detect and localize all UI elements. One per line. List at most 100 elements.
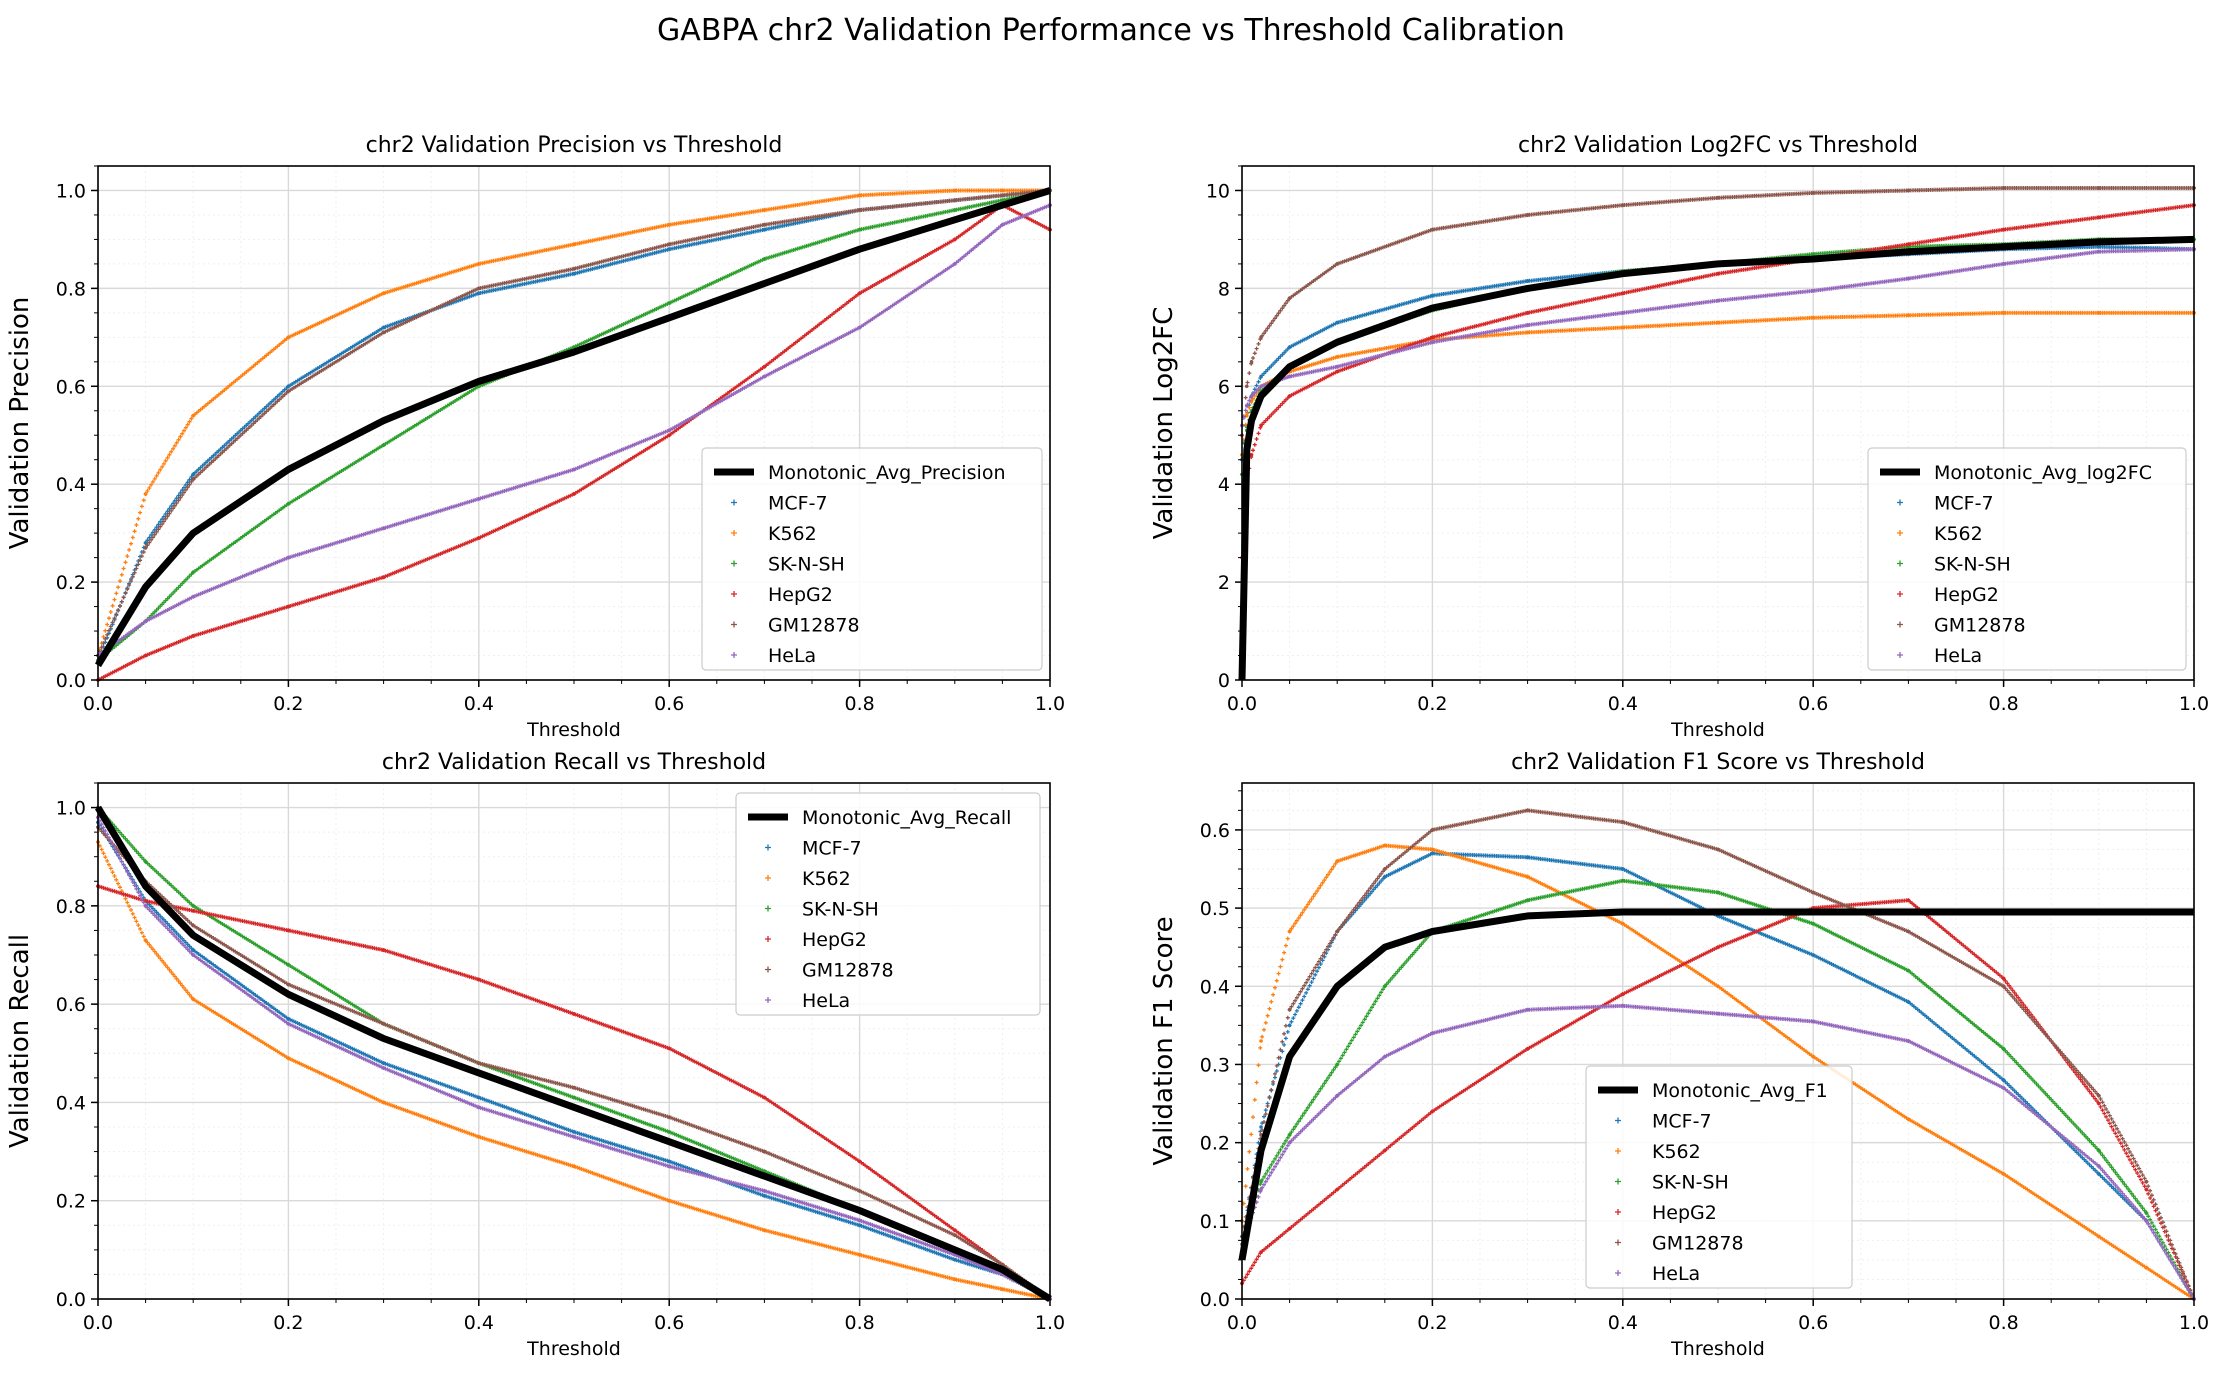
data-point-gm12878 bbox=[857, 1189, 862, 1193]
data-point-hepg2 bbox=[2001, 227, 2006, 232]
data-point-hepg2 bbox=[1249, 453, 1254, 457]
data-point-sk-n-sh bbox=[1716, 890, 1720, 895]
data-point-gm12878 bbox=[286, 389, 291, 393]
legend-label: Monotonic_Avg_log2FC bbox=[1934, 462, 2152, 484]
recall-y-tick-label: 0.2 bbox=[56, 1191, 86, 1213]
data-point-hela bbox=[1335, 364, 1339, 369]
data-point-gm12878 bbox=[1621, 203, 1625, 207]
legend-label: GM12878 bbox=[768, 615, 860, 637]
data-point-hela bbox=[1287, 374, 1292, 379]
data-point-sk-n-sh bbox=[286, 501, 291, 506]
data-point-gm12878 bbox=[1335, 262, 1339, 266]
legend-label: K562 bbox=[768, 523, 817, 545]
data-point-k562 bbox=[1716, 984, 1720, 989]
precision-y-tick-label: 0.2 bbox=[56, 572, 86, 594]
data-point-hela bbox=[1906, 1039, 1911, 1043]
data-point-hela bbox=[2144, 1219, 2149, 1223]
data-point-mcf-7 bbox=[1525, 855, 1530, 860]
data-point-gm12878 bbox=[1000, 193, 1005, 198]
data-point-gm12878 bbox=[2001, 984, 2006, 989]
data-point-k562 bbox=[762, 1228, 767, 1232]
data-point-k562 bbox=[1525, 330, 1530, 335]
f1-panel: 0.0 0.2 0.4 0.6 0.8 1.00.00.10.20.30.40.50.6 … bbox=[1149, 750, 2209, 1360]
precision-ticks: 0.0 0.2 0.4 0.6 0.8 1.0 0.0 0.2 0.4 0.6 0.8 1.0 bbox=[56, 165, 1065, 715]
data-point-hepg2 bbox=[2097, 1101, 2101, 1106]
log2fc-x-tick-label: 0.0 bbox=[1227, 693, 1257, 715]
data-point-mcf-7 bbox=[572, 1130, 576, 1134]
legend-swatch bbox=[765, 844, 771, 851]
data-point-gm12878 bbox=[1287, 1007, 1292, 1012]
data-point-k562 bbox=[2001, 311, 2006, 315]
data-point-gm12878 bbox=[1621, 820, 1625, 824]
legend-item-hela: HeLa bbox=[1897, 645, 1982, 667]
data-point-k562 bbox=[2097, 311, 2101, 315]
legend-label: HeLa bbox=[1934, 645, 1982, 667]
data-point-hepg2 bbox=[143, 653, 148, 658]
data-point-hepg2 bbox=[1716, 271, 1720, 276]
legend-item-sk-n-sh: SK-N-SH bbox=[1897, 554, 2011, 576]
legend-label: Monotonic_Avg_Recall bbox=[802, 807, 1011, 829]
data-point-hepg2 bbox=[857, 1159, 862, 1164]
data-point-gm12878 bbox=[1906, 929, 1911, 934]
legend-item-mcf-7: MCF-7 bbox=[1897, 493, 1994, 515]
legend-swatch bbox=[1615, 1117, 1621, 1124]
log2fc-y-tick-label: 8 bbox=[1218, 278, 1230, 300]
legend-item-monotonic-avg-precision: Monotonic_Avg_Precision bbox=[714, 462, 1006, 484]
data-point-mcf-7 bbox=[953, 1257, 957, 1262]
data-point-k562 bbox=[2097, 1234, 2101, 1239]
f1-x-tick-label: 0.2 bbox=[1417, 1312, 1447, 1334]
data-point-hela bbox=[1716, 1011, 1720, 1016]
data-point-hela bbox=[191, 594, 195, 599]
data-point-hepg2 bbox=[191, 634, 195, 638]
data-point-k562 bbox=[1906, 313, 1911, 318]
data-point-gm12878 bbox=[762, 222, 767, 227]
data-point-sk-n-sh bbox=[286, 963, 291, 967]
data-point-hela bbox=[1259, 1187, 1263, 1192]
data-point-hela bbox=[572, 467, 576, 472]
data-point-hela bbox=[1259, 384, 1263, 389]
data-point-hela bbox=[1525, 323, 1530, 327]
data-point-hela bbox=[1621, 311, 1625, 315]
data-point-k562 bbox=[2144, 1265, 2149, 1270]
data-point-hela bbox=[1335, 1093, 1339, 1098]
data-point-sk-n-sh bbox=[1621, 878, 1625, 883]
data-point-gm12878 bbox=[1249, 360, 1254, 364]
data-point-sk-n-sh bbox=[1383, 984, 1387, 989]
precision-x-tick-label: 1.0 bbox=[1035, 693, 1065, 715]
log2fc-x-tick-label: 0.2 bbox=[1417, 693, 1447, 715]
legend-swatch bbox=[765, 997, 771, 1003]
data-point-hela bbox=[2001, 262, 2006, 266]
data-point-gm12878 bbox=[1525, 808, 1530, 813]
data-point-mcf-7 bbox=[1259, 1125, 1263, 1129]
data-point-gm12878 bbox=[1244, 384, 1249, 389]
legend-item-k562: K562 bbox=[765, 868, 851, 890]
log2fc-xlabel: Threshold bbox=[1670, 719, 1765, 741]
recall-legend: Monotonic_Avg_Recall MCF-7 K562 SK-N-SH HepG… bbox=[735, 792, 1041, 1016]
data-point-sk-n-sh bbox=[1000, 198, 1005, 203]
data-point-hela bbox=[1811, 289, 1815, 293]
legend-swatch bbox=[1897, 621, 1903, 628]
data-point-hepg2 bbox=[1259, 1250, 1263, 1254]
recall-x-tick-label: 0.0 bbox=[83, 1312, 113, 1334]
data-point-mcf-7 bbox=[381, 325, 386, 330]
data-point-hela bbox=[191, 953, 195, 957]
data-point-hepg2 bbox=[1287, 394, 1292, 398]
data-point-hela bbox=[857, 325, 862, 330]
legend-swatch bbox=[765, 875, 771, 881]
data-point-sk-n-sh bbox=[1259, 1179, 1263, 1184]
legend-item-mcf-7: MCF-7 bbox=[765, 838, 862, 860]
data-point-hela bbox=[286, 555, 291, 560]
recall-title: chr2 Validation Recall vs Threshold bbox=[382, 750, 766, 775]
data-point-sk-n-sh bbox=[762, 257, 767, 261]
legend-swatch bbox=[1615, 1209, 1621, 1215]
data-point-hepg2 bbox=[762, 364, 767, 369]
data-point-mcf-7 bbox=[286, 1017, 291, 1021]
data-point-hepg2 bbox=[381, 948, 386, 952]
legend-label: K562 bbox=[1934, 523, 1983, 545]
legend-label: GM12878 bbox=[1934, 615, 2026, 637]
f1-y-tick-label: 0.1 bbox=[1200, 1211, 1230, 1233]
legend-item-monotonic-avg-recall: Monotonic_Avg_Recall bbox=[748, 807, 1011, 829]
recall-y-tick-label: 0.0 bbox=[56, 1289, 86, 1311]
data-point-hela bbox=[667, 428, 671, 433]
data-point-hepg2 bbox=[1621, 992, 1625, 996]
